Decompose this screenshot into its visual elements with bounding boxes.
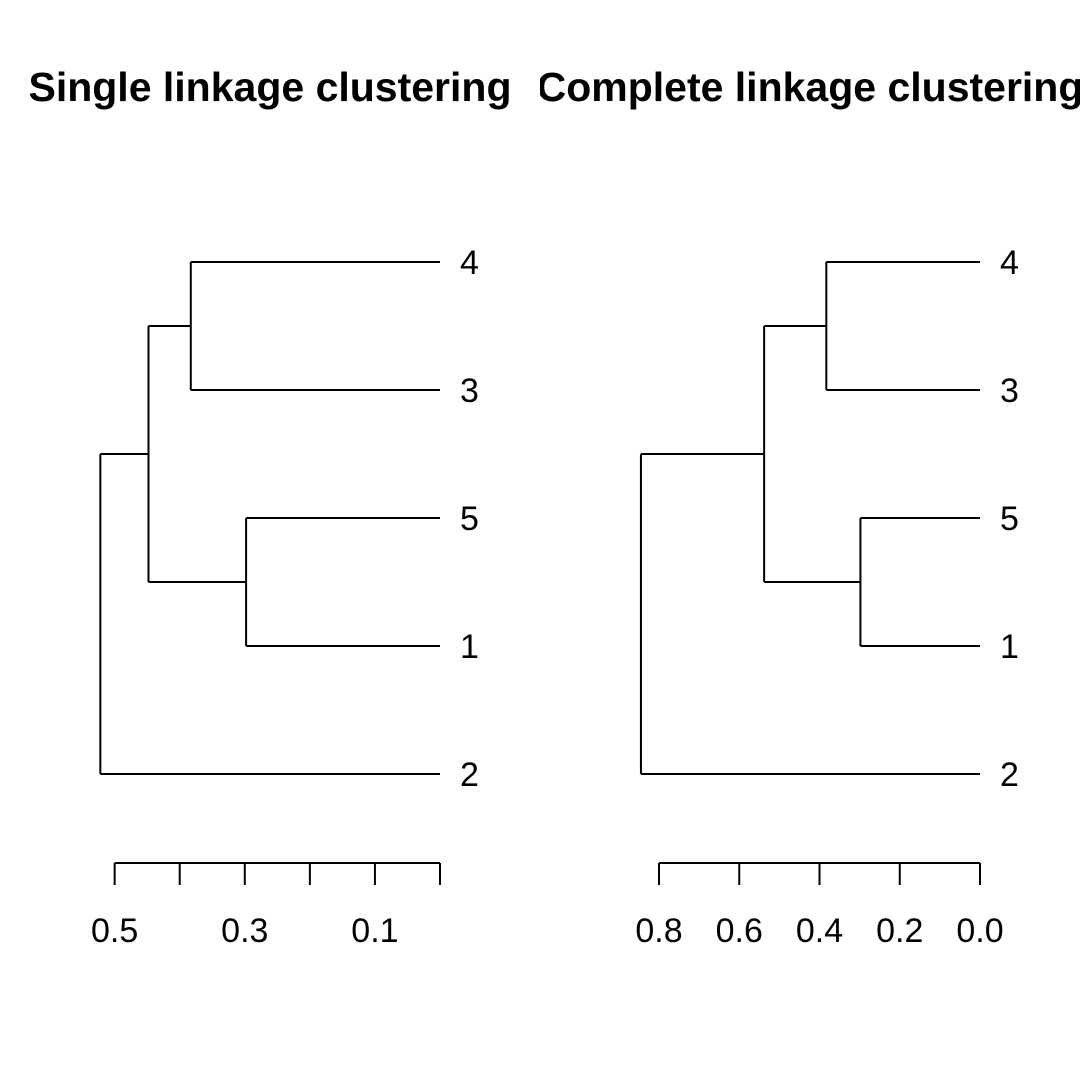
leaf-label-3: 3 [460,372,479,410]
leaf-label-5: 5 [460,500,479,538]
chart-title: Single linkage clustering [28,64,511,110]
x-tick-label: 0.8 [635,912,682,950]
x-tick-label: 0.4 [796,912,843,950]
leaf-label-3: 3 [1000,372,1019,410]
x-tick-label: 0.0 [956,912,1003,950]
leaf-label-5: 5 [1000,500,1019,538]
chart-title: Complete linkage clustering [537,64,1080,110]
x-tick-label: 0.3 [221,912,268,950]
single-linkage-panel: Single linkage clustering 4 3 5 1 2 0.5 0.3 0.1 [28,64,511,950]
leaf-label-4: 4 [460,244,479,282]
x-tick-label: 0.2 [876,912,923,950]
complete-linkage-panel: Complete linkage clustering 4 3 5 1 2 0.8 0.6 0… [537,64,1080,950]
leaf-label-4: 4 [1000,244,1019,282]
leaf-label-1: 1 [460,628,479,666]
leaf-label-1: 1 [1000,628,1019,666]
leaf-label-2: 2 [1000,756,1019,794]
leaf-label-2: 2 [460,756,479,794]
x-tick-label: 0.5 [91,912,138,950]
x-tick-label: 0.1 [351,912,398,950]
x-tick-label: 0.6 [716,912,763,950]
